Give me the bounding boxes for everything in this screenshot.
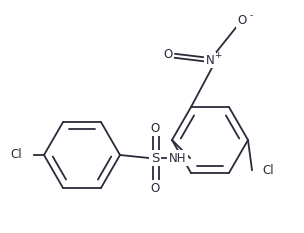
Text: NH: NH [169, 151, 187, 164]
Text: O: O [237, 14, 247, 27]
Text: O: O [150, 182, 160, 195]
Text: O: O [163, 48, 173, 62]
Text: S: S [151, 151, 159, 164]
Text: O: O [150, 121, 160, 134]
Text: Cl: Cl [262, 164, 274, 177]
Text: +: + [214, 51, 222, 59]
Text: N: N [206, 54, 214, 66]
Text: Cl: Cl [10, 148, 22, 161]
Text: -: - [249, 11, 253, 21]
